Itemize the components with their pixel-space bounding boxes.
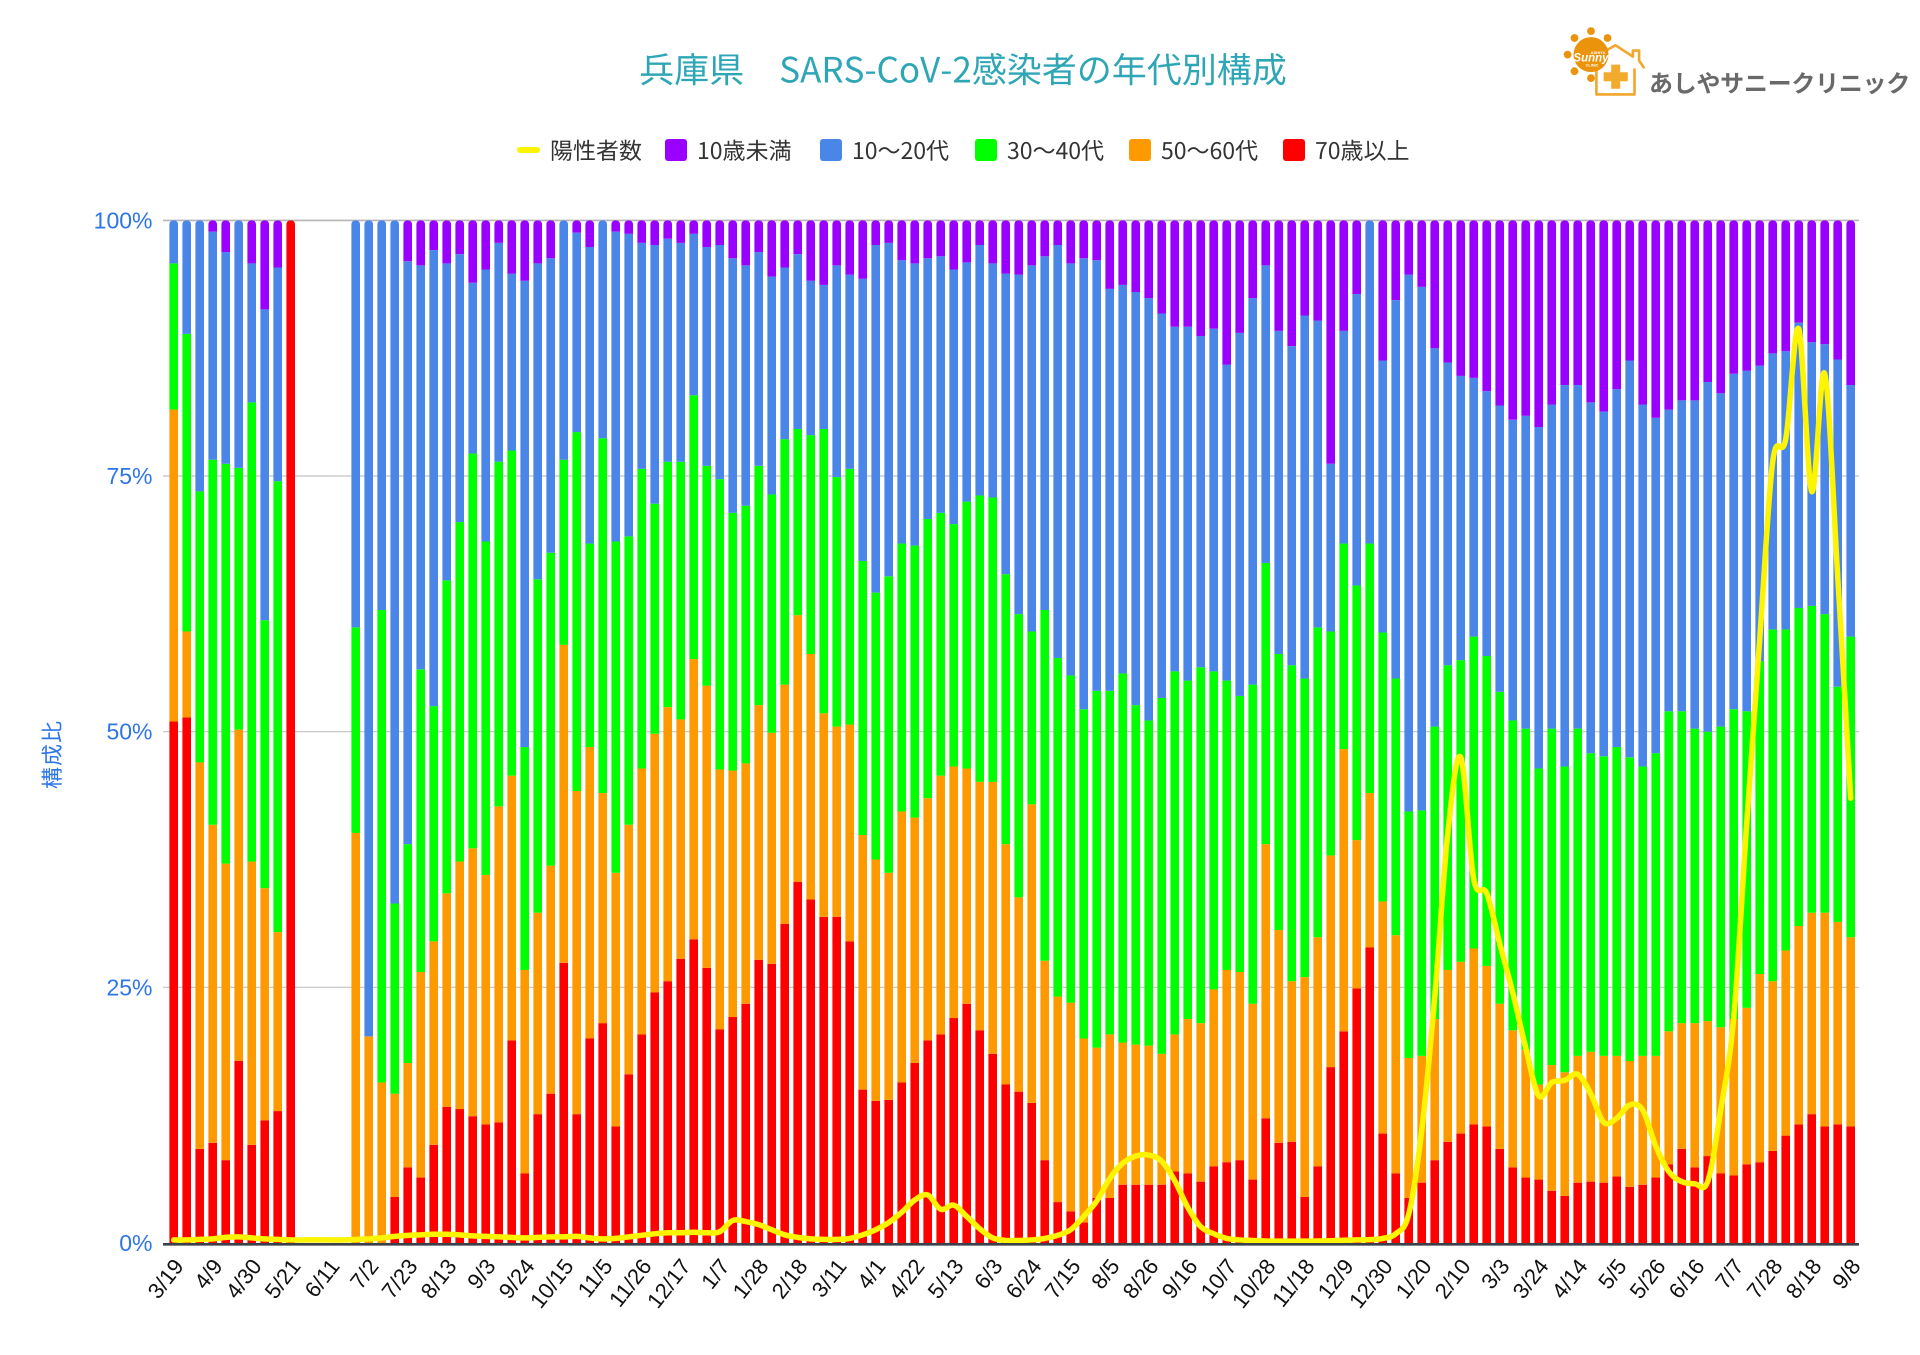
svg-text:50%: 50%	[106, 719, 152, 745]
svg-text:75%: 75%	[106, 463, 152, 489]
svg-text:ASHIYA: ASHIYA	[1591, 50, 1606, 55]
svg-text:100%: 100%	[94, 207, 153, 233]
svg-text:CLINIC: CLINIC	[1586, 64, 1599, 68]
svg-text:0%: 0%	[119, 1230, 152, 1256]
svg-text:25%: 25%	[106, 974, 152, 1000]
svg-text:Sunny: Sunny	[1573, 53, 1609, 65]
